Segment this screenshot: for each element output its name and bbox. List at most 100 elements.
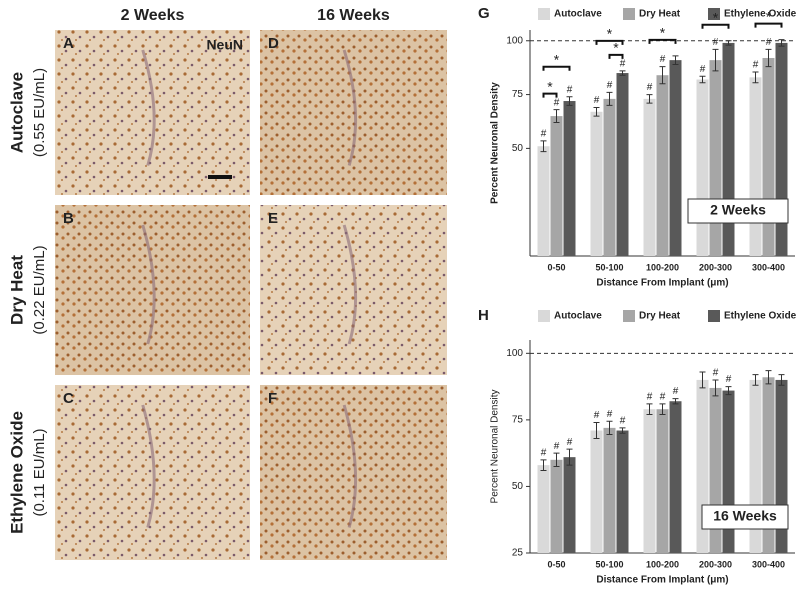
bar [656, 409, 669, 553]
legend-label: Ethylene Oxide [724, 9, 797, 20]
error-bar [699, 75, 706, 84]
significance-marker: # [594, 95, 600, 106]
comparison-label: * [766, 8, 772, 24]
significance-marker: # [554, 97, 560, 108]
error-bar [606, 91, 613, 106]
legend-label: Autoclave [554, 311, 602, 322]
panel-label: E [268, 210, 278, 227]
significance-marker: # [647, 82, 653, 93]
legend-label: Dry Heat [639, 311, 681, 322]
column-header: 16 Weeks [317, 7, 390, 24]
row-label: Autoclave [7, 72, 26, 153]
significance-marker: # [567, 437, 573, 448]
x-axis-label: Distance From Implant (μm) [596, 278, 728, 289]
significance-marker: # [607, 80, 613, 91]
bar [643, 98, 656, 256]
error-bar [778, 374, 785, 386]
column-header: 2 Weeks [121, 7, 185, 24]
comparison-label: * [660, 25, 666, 41]
significance-marker: # [554, 441, 560, 452]
bar [669, 401, 682, 553]
panel-letter: G [478, 5, 490, 22]
error-bar [619, 427, 626, 434]
significance-marker: # [766, 37, 772, 48]
significance-marker: # [673, 386, 679, 397]
x-tick-label: 0-50 [547, 559, 565, 569]
bar [669, 60, 682, 257]
vessel [342, 49, 358, 166]
vessel [342, 404, 358, 528]
comparison-label: * [713, 9, 719, 25]
error-bar [725, 40, 732, 46]
y-tick-label: 100 [506, 348, 523, 359]
vessel [342, 224, 358, 345]
error-bar [553, 452, 560, 467]
comparison-bracket [595, 39, 624, 45]
bar [537, 465, 550, 553]
legend-swatch [623, 310, 635, 322]
stain-label: NeuN [206, 37, 243, 53]
x-tick-label: 100-200 [646, 559, 679, 569]
significance-marker: # [713, 37, 719, 48]
micrograph [260, 385, 447, 560]
error-bar [619, 70, 626, 76]
error-bar [672, 398, 679, 405]
bar [643, 409, 656, 553]
error-bar [606, 420, 613, 436]
x-tick-label: 300-400 [752, 559, 785, 569]
error-bar [540, 140, 547, 153]
row-label: Ethylene Oxide [7, 411, 26, 534]
bar [762, 57, 775, 256]
bar [775, 42, 788, 256]
error-bar [540, 459, 547, 471]
legend-label: Autoclave [554, 9, 602, 20]
row-endotoxin: (0.55 EU/mL) [31, 68, 48, 157]
vessel [141, 224, 156, 345]
significance-marker: # [660, 392, 666, 403]
legend-swatch [623, 8, 635, 20]
error-bar [646, 94, 653, 104]
legend-swatch [538, 310, 550, 322]
legend-label: Ethylene Oxide [724, 311, 797, 322]
x-tick-label: 50-100 [595, 262, 623, 272]
significance-marker: # [700, 64, 706, 75]
error-bar [765, 48, 772, 68]
micrograph [260, 30, 447, 195]
x-tick-label: 100-200 [646, 262, 679, 272]
panel-letter: H [478, 307, 489, 324]
comparison-label: * [607, 26, 613, 42]
y-tick-label: 75 [512, 415, 524, 426]
x-tick-label: 50-100 [595, 559, 623, 569]
panel-label: F [268, 390, 277, 407]
comparison-bracket [542, 92, 558, 98]
error-bar [778, 39, 785, 47]
row-endotoxin: (0.22 EU/mL) [31, 245, 48, 334]
bar [709, 60, 722, 257]
bar [616, 430, 629, 553]
bar [603, 98, 616, 256]
comparison-label: * [554, 51, 560, 67]
vessel [141, 404, 156, 528]
significance-marker: # [541, 447, 547, 458]
vessel [141, 49, 156, 166]
y-axis-label: Percent Neuronal Density [490, 82, 501, 204]
y-tick-label: 50 [512, 481, 524, 492]
inset-label: 16 Weeks [713, 508, 777, 524]
comparison-bracket [701, 23, 730, 29]
inset-label: 2 Weeks [710, 202, 766, 218]
panel-label: A [63, 35, 74, 52]
error-bar [712, 379, 719, 397]
significance-marker: # [726, 374, 732, 385]
legend-label: Dry Heat [639, 9, 681, 20]
inset-box [701, 504, 789, 530]
x-tick-label: 300-400 [752, 262, 785, 272]
bar [563, 457, 576, 553]
x-tick-label: 0-50 [547, 262, 565, 272]
error-bar [712, 48, 719, 72]
y-axis-label: Percent Neuronal Density [490, 390, 501, 504]
bar [616, 73, 629, 256]
error-bar [593, 422, 600, 440]
panel-label: C [63, 390, 74, 407]
significance-marker: # [660, 54, 666, 65]
